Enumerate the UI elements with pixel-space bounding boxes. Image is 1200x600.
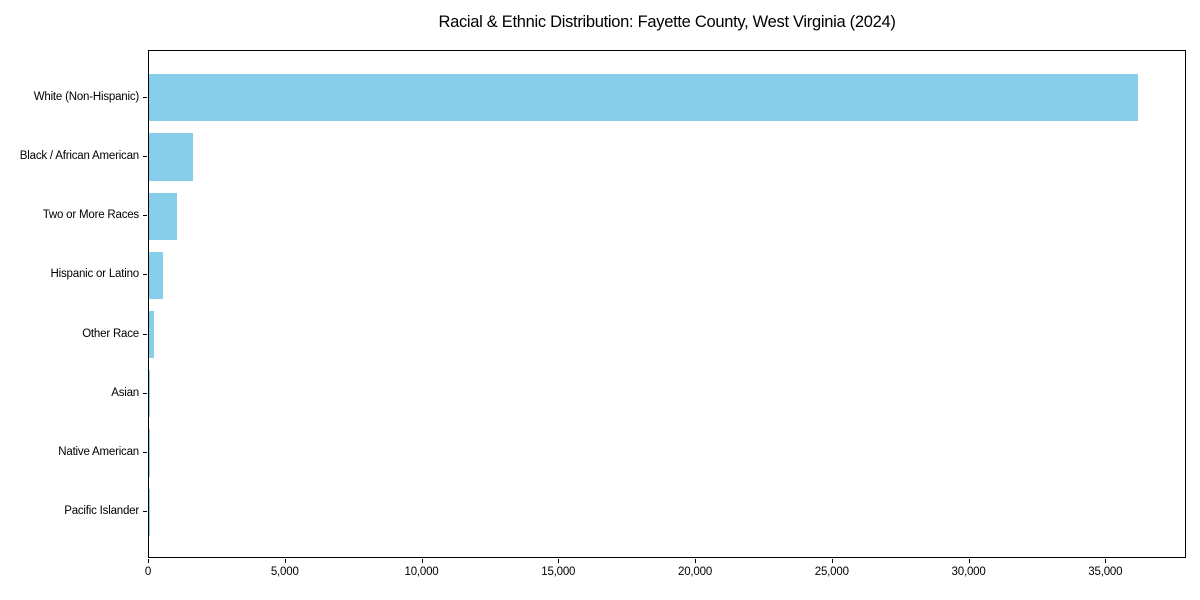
y-tick-mark [143, 96, 147, 98]
y-tick-mark [143, 155, 147, 157]
y-tick-mark [143, 511, 147, 513]
y-tick-label-hispanic-or-latino: Hispanic or Latino [50, 268, 140, 281]
x-tick-mark [421, 559, 423, 563]
chart-title: Racial & Ethnic Distribution: Fayette Co… [438, 13, 896, 31]
x-tick-mark [284, 559, 286, 563]
x-tick-label-30000: 30,000 [951, 566, 986, 578]
plot-area [148, 50, 1186, 558]
bar-black-african-american [149, 133, 194, 181]
x-tick-mark [831, 559, 833, 563]
y-tick-label-pacific-islander: Pacific Islander [64, 505, 139, 518]
y-tick-label-asian: Asian [111, 386, 139, 399]
x-tick-label-35000: 35,000 [1088, 566, 1123, 578]
y-tick-label-two-or-more-races: Two or More Races [42, 209, 140, 222]
y-tick-mark [143, 452, 147, 454]
y-tick-mark [143, 333, 147, 335]
y-tick-label-white-non-hispanic: White (Non-Hispanic) [33, 90, 139, 103]
bar-other-race [149, 310, 154, 359]
y-tick-label-other-race: Other Race [82, 327, 139, 340]
y-tick-label-native-american: Native American [58, 446, 139, 459]
x-tick-mark [148, 559, 149, 563]
x-tick-label-20000: 20,000 [678, 566, 713, 578]
x-tick-label-25000: 25,000 [814, 566, 849, 578]
bar-asian [149, 370, 151, 418]
y-tick-mark [143, 274, 147, 276]
y-tick-label-black-african-american: Black / African American [19, 149, 139, 162]
x-tick-mark [1105, 559, 1107, 563]
bar-two-or-more-races [149, 192, 177, 240]
y-tick-mark [143, 215, 147, 217]
x-tick-label-0: 0 [144, 566, 152, 578]
bar-white-non-hispanic [149, 74, 1138, 122]
bar-native-american [149, 429, 150, 477]
x-tick-label-5000: 5,000 [270, 566, 299, 578]
x-tick-mark [558, 559, 560, 563]
y-tick-mark [143, 392, 147, 394]
x-tick-label-15000: 15,000 [541, 566, 576, 578]
x-tick-mark [968, 559, 970, 563]
x-tick-mark [695, 559, 697, 563]
bar-hispanic-or-latino [149, 251, 163, 300]
x-tick-label-10000: 10,000 [404, 566, 439, 578]
